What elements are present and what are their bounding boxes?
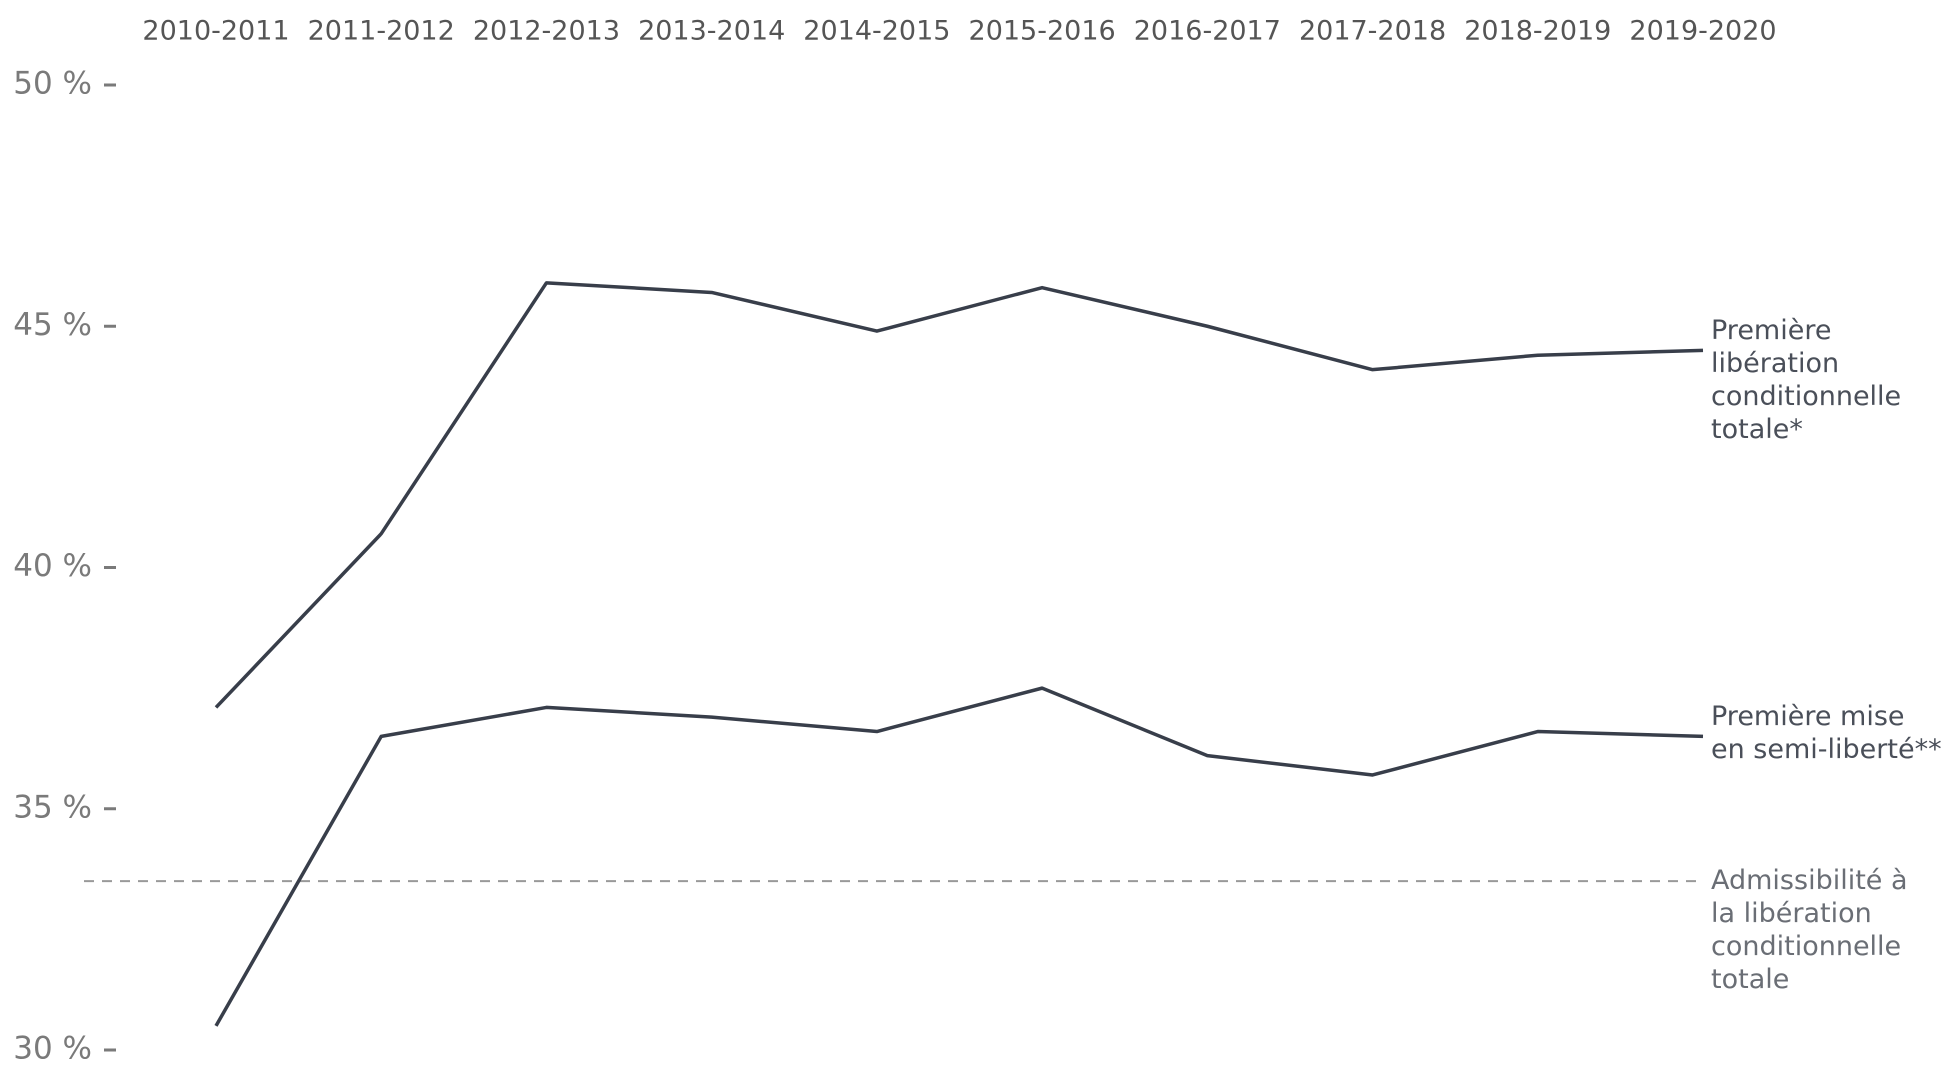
x-tick-label: 2015-2016 — [969, 16, 1116, 47]
series-line — [214, 686, 1704, 1027]
series-line — [214, 281, 1704, 709]
x-tick-label: 2018-2019 — [1464, 16, 1611, 47]
reference-label: Admissibilité à la libération conditionn… — [1711, 865, 1908, 996]
x-tick-label: 2017-2018 — [1299, 16, 1446, 47]
x-tick-label: 2010-2011 — [142, 16, 289, 47]
series-label: Première libération conditionnelle total… — [1711, 315, 1902, 446]
y-tick-label: 45 % — [13, 307, 92, 343]
y-tick-label: 50 % — [13, 66, 92, 102]
y-tick-label: 30 % — [13, 1031, 92, 1067]
y-tick-label: 40 % — [13, 548, 92, 584]
x-tick-label: 2011-2012 — [308, 16, 455, 47]
series-label: Première mise en semi-liberté** — [1711, 701, 1942, 766]
x-tick-label: 2016-2017 — [1134, 16, 1281, 47]
x-tick-label: 2013-2014 — [638, 16, 785, 47]
x-tick-label: 2019-2020 — [1629, 16, 1776, 47]
x-tick-label: 2014-2015 — [803, 16, 950, 47]
x-tick-label: 2012-2013 — [473, 16, 620, 47]
y-tick-label: 35 % — [13, 789, 92, 825]
